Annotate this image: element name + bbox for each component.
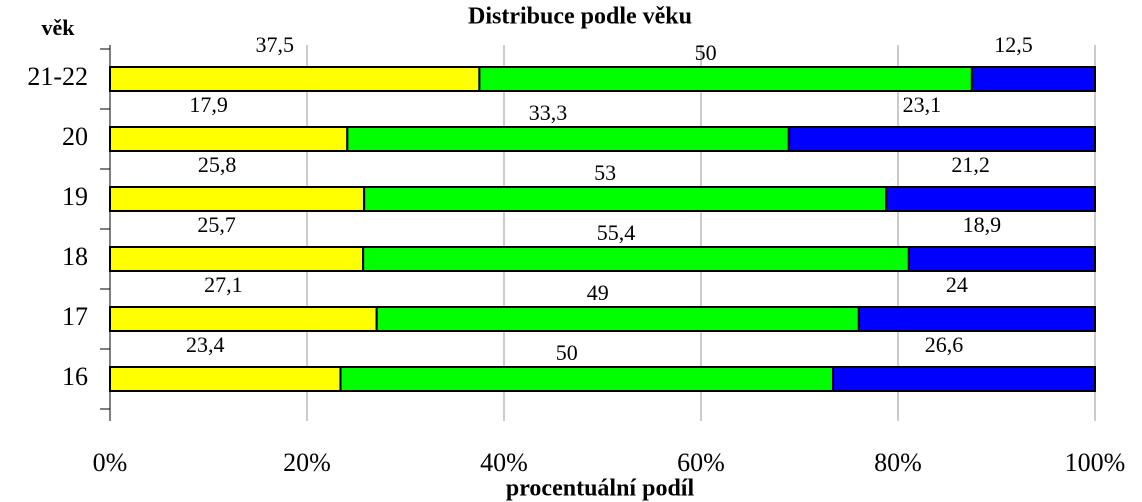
x-tick-label: 80% [874, 448, 922, 477]
data-label: 12,5 [994, 32, 1033, 57]
data-label: 53 [594, 160, 616, 185]
bar-segment [109, 126, 349, 152]
bar-segment [970, 66, 1096, 92]
y-tick-label: 16 [62, 362, 88, 391]
x-tick-label: 0% [93, 448, 128, 477]
bar-segment [362, 246, 910, 272]
bar-segment [339, 366, 834, 392]
data-label: 23,1 [903, 92, 942, 117]
data-label: 23,4 [186, 332, 225, 357]
data-label: 49 [587, 280, 609, 305]
x-tick-label: 60% [677, 448, 725, 477]
data-label: 25,8 [198, 152, 237, 177]
bar-segment [831, 366, 1096, 392]
data-label: 24 [946, 272, 968, 297]
bar-segment [363, 186, 888, 212]
x-tick-label: 100% [1065, 448, 1126, 477]
bar-segment [109, 66, 481, 92]
bar-segment [109, 306, 378, 332]
y-tick-label: 21-22 [27, 62, 88, 91]
data-label: 50 [695, 40, 717, 65]
data-label: 17,9 [189, 92, 228, 117]
data-label: 33,3 [529, 100, 568, 125]
y-tick-label: 18 [62, 242, 88, 271]
data-label: 37,5 [255, 32, 294, 57]
bar-segment [375, 306, 860, 332]
data-label: 25,7 [197, 212, 236, 237]
bar-segment [478, 66, 973, 92]
y-tick-label: 17 [62, 302, 88, 331]
data-label: 27,1 [204, 272, 243, 297]
y-axis-label: věk [42, 15, 76, 40]
data-label: 26,6 [925, 332, 964, 357]
bar-segment [346, 126, 790, 152]
data-label: 50 [556, 340, 578, 365]
data-label: 21,2 [951, 152, 990, 177]
bar-segment [109, 186, 366, 212]
x-axis-label: procentuální podíl [506, 476, 695, 502]
data-label: 55,4 [597, 220, 636, 245]
bar-segment [109, 246, 365, 272]
data-label: 18,9 [963, 212, 1002, 237]
bar-segment [907, 246, 1097, 272]
y-tick-label: 19 [62, 182, 88, 211]
bar-segment [885, 186, 1096, 212]
bar-segment [857, 306, 1097, 332]
bar-segment [109, 366, 342, 392]
x-tick-label: 40% [480, 448, 528, 477]
bar-segment [787, 126, 1096, 152]
x-tick-label: 20% [283, 448, 331, 477]
y-tick-label: 20 [62, 122, 88, 151]
chart-title: Distribuce podle věku [468, 4, 692, 30]
